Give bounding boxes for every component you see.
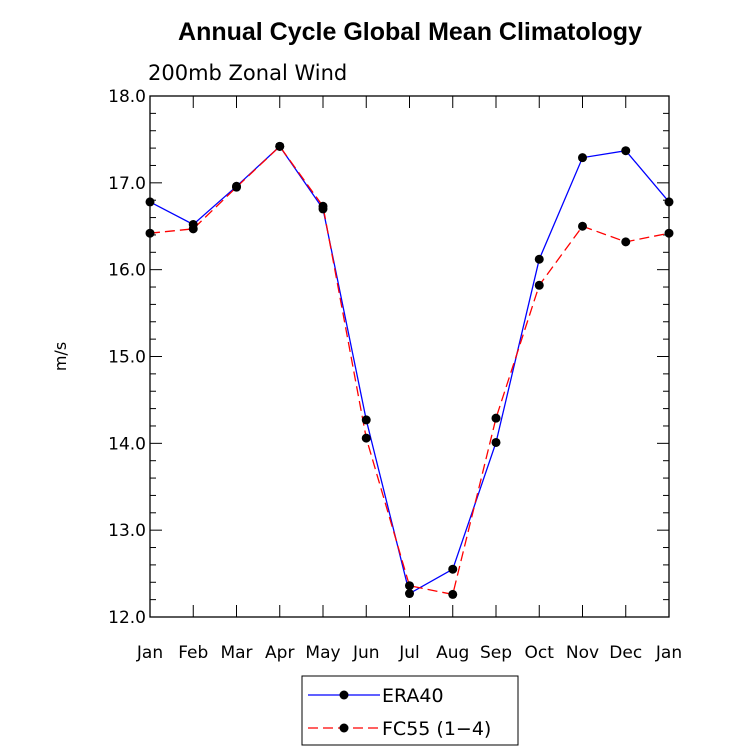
y-axis: 12.0 13.0 14.0 15.0 16.0 17.0 18.0 [108, 87, 669, 628]
data-point-s1-8 [491, 413, 501, 423]
data-point-s1-0 [145, 228, 155, 238]
x-axis: Jan Feb Mar Apr May Jun Jul Aug Sep Oct Nov Dec Jan [136, 96, 682, 663]
x-tick-label: Oct [525, 643, 555, 663]
data-point-s0-12 [664, 197, 674, 207]
y-axis-label: m/s [51, 342, 70, 371]
data-point-s1-1 [188, 224, 198, 234]
x-tick-label: May [305, 643, 340, 663]
chart-subtitle: 200mb Zonal Wind [148, 61, 347, 85]
data-point-s1-10 [578, 221, 587, 231]
data-point-s0-8 [491, 437, 501, 447]
x-tick-label: Aug [436, 643, 469, 663]
series-group [145, 141, 674, 599]
legend-label-0: ERA40 [382, 685, 444, 707]
data-point-s1-6 [405, 581, 414, 591]
x-tick-label: Feb [178, 643, 208, 663]
data-point-s1-2 [232, 182, 241, 192]
x-tick-label: Jul [398, 643, 420, 663]
x-tick-label: Sep [480, 643, 512, 663]
x-tick-label: Jun [352, 643, 380, 663]
legend: ERA40 FC55 (1−4) [301, 675, 519, 746]
y-tick-label: 16.0 [108, 261, 146, 281]
legend-marker-0 [339, 690, 349, 700]
series-line-1 [149, 145, 670, 596]
legend-box [301, 675, 519, 746]
x-tick-label: Dec [609, 643, 642, 663]
data-point-s1-9 [534, 280, 544, 290]
data-point-s0-10 [578, 153, 587, 163]
data-point-s1-11 [621, 237, 631, 247]
data-point-s0-9 [534, 254, 544, 264]
plot-area [149, 95, 670, 618]
y-tick-label: 14.0 [108, 434, 146, 454]
data-point-s0-5 [361, 415, 371, 425]
data-point-s1-12 [664, 228, 674, 238]
data-point-s0-11 [621, 146, 631, 156]
data-point-s1-5 [361, 433, 371, 443]
chart-title: Annual Cycle Global Mean Climatology [178, 18, 642, 46]
plot-border [149, 95, 670, 618]
legend-label-1: FC55 (1−4) [382, 718, 491, 740]
x-tick-label: Jan [136, 643, 163, 663]
data-point-s0-6 [405, 589, 414, 599]
data-point-s1-7 [448, 589, 458, 599]
y-tick-label: 17.0 [108, 174, 146, 194]
data-point-s1-3 [275, 141, 285, 151]
y-tick-label: 15.0 [108, 348, 146, 368]
x-tick-label: Mar [220, 643, 252, 663]
y-tick-label: 13.0 [108, 521, 146, 541]
data-point-s1-4 [318, 201, 328, 211]
series-line-0 [149, 145, 670, 595]
x-tick-label: Jan [655, 643, 682, 663]
legend-marker-1 [339, 723, 349, 733]
y-tick-label: 12.0 [108, 608, 146, 628]
y-tick-label: 18.0 [108, 87, 146, 107]
data-point-s0-7 [448, 564, 458, 574]
data-point-s0-0 [145, 197, 155, 207]
x-tick-label: Apr [265, 643, 294, 663]
x-tick-label: Nov [566, 643, 599, 663]
